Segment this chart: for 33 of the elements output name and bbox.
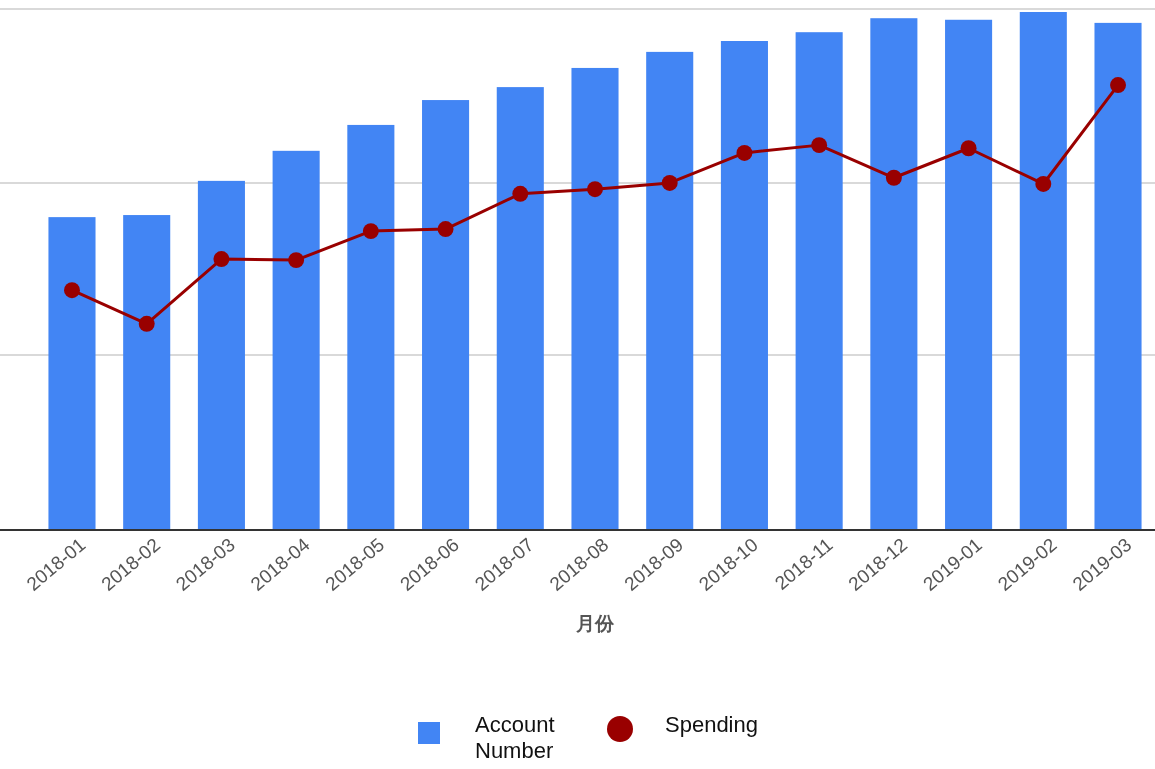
point [811, 137, 828, 154]
point [288, 252, 305, 269]
bar [945, 19, 993, 530]
bar [422, 100, 470, 530]
point [362, 223, 379, 240]
bar [272, 150, 320, 530]
bar [48, 217, 96, 530]
bar [1019, 12, 1067, 530]
point [138, 315, 155, 332]
point [661, 174, 678, 191]
point [437, 221, 454, 238]
bar [571, 67, 619, 530]
legend-label: Spending [665, 712, 758, 737]
bar [1094, 22, 1142, 530]
point [64, 282, 80, 299]
x-axis-title: 月份 [575, 613, 615, 634]
bar [795, 32, 843, 530]
legend-label: Account Number [475, 712, 555, 764]
point [587, 181, 603, 198]
bar [347, 124, 395, 530]
bar [496, 87, 544, 530]
point [1035, 176, 1052, 192]
point [512, 185, 529, 202]
bar [646, 51, 694, 530]
point [213, 251, 230, 268]
bar [123, 215, 171, 530]
point [960, 140, 977, 157]
point [1110, 77, 1126, 93]
point [736, 144, 753, 161]
point [885, 169, 902, 186]
bar [197, 180, 245, 530]
bar [720, 41, 768, 530]
bar [870, 18, 918, 530]
